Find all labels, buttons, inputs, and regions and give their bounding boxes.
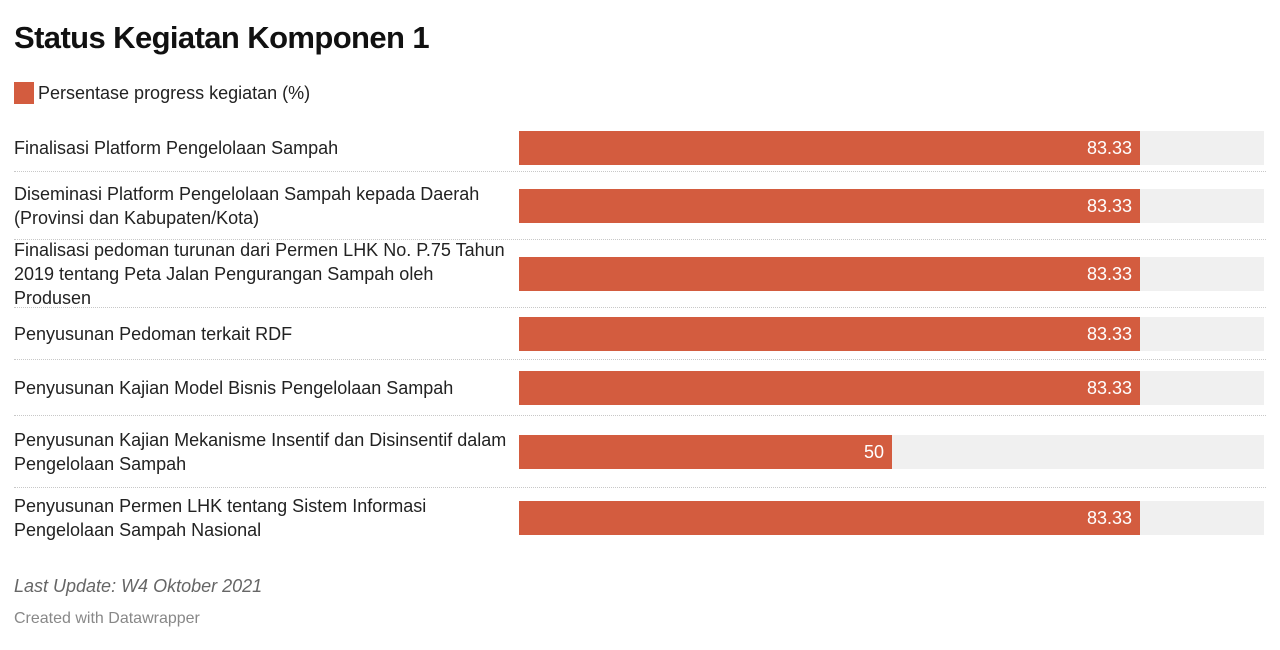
bar-row: Finalisasi Platform Pengelolaan Sampah 83… [14,124,1266,172]
chart-title: Status Kegiatan Komponen 1 [14,20,430,55]
bar[interactable] [519,371,1140,405]
bar-value-label: 83.33 [1086,138,1132,158]
bar-category-label: Finalisasi pedoman turunan dari Permen L… [14,239,505,308]
bar[interactable] [519,435,892,469]
bar-category-label: Diseminasi Platform Pengelolaan Sampah k… [14,183,480,228]
bar-category-label: Penyusunan Kajian Mekanisme Insentif dan… [14,429,507,474]
bar[interactable] [519,131,1140,165]
chart-credit[interactable]: Created with Datawrapper [14,610,200,627]
bar-value-label: 83.33 [1086,378,1132,398]
bar-row: Finalisasi pedoman turunan dari Permen L… [14,240,1266,308]
bar-row: Diseminasi Platform Pengelolaan Sampah k… [14,172,1266,240]
bar-value-label: 50 [863,442,884,462]
bar-value-label: 83.33 [1086,508,1132,528]
bar[interactable] [519,501,1140,535]
bar-value-label: 83.33 [1086,196,1132,216]
bar-track: 83.33 [519,257,1264,291]
bar[interactable] [519,189,1140,223]
bar-track: 83.33 [519,501,1264,535]
bar-category-label: Penyusunan Permen LHK tentang Sistem Inf… [14,496,427,540]
bar-category-label: Penyusunan Kajian Model Bisnis Pengelola… [14,377,454,398]
bar-row: Penyusunan Pedoman terkait RDF 83.33 [14,308,1266,360]
bar[interactable] [519,257,1140,291]
bar-row: Penyusunan Kajian Mekanisme Insentif dan… [14,416,1266,488]
bar-category-label: Penyusunan Pedoman terkait RDF [14,323,293,344]
bar-chart: Finalisasi Platform Pengelolaan Sampah 83… [14,124,1266,548]
bar-track: 83.33 [519,189,1264,223]
bar-track: 83.33 [519,131,1264,165]
bar-row: Penyusunan Kajian Model Bisnis Pengelola… [14,360,1266,416]
chart-notes: Last Update: W4 Oktober 2021 [14,576,263,596]
bar-category-label: Finalisasi Platform Pengelolaan Sampah [14,137,339,158]
bar-track: 50 [519,435,1264,469]
bar-track: 83.33 [519,317,1264,351]
bar-track: 83.33 [519,371,1264,405]
bar-row: Penyusunan Permen LHK tentang Sistem Inf… [14,488,1266,548]
bar-value-label: 83.33 [1086,324,1132,344]
legend: Persentase progress kegiatan (%) [14,82,310,104]
legend-label: Persentase progress kegiatan (%) [38,82,311,103]
bar-value-label: 83.33 [1086,264,1132,284]
bar[interactable] [519,317,1140,351]
legend-swatch [14,82,34,104]
